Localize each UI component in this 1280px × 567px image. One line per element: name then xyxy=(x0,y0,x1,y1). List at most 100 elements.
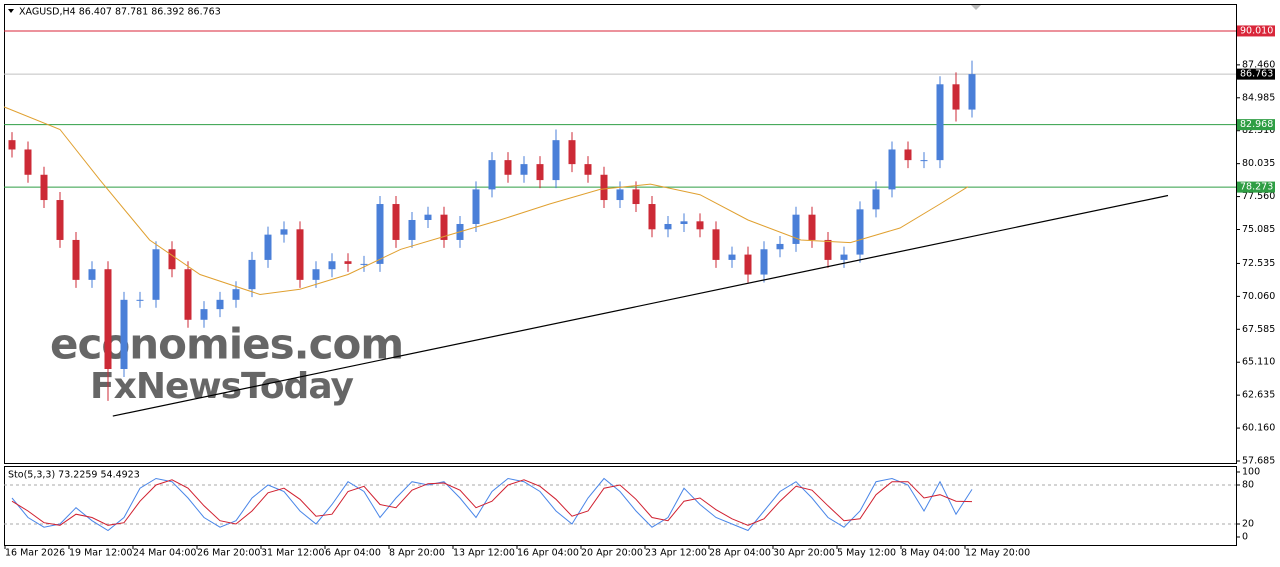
candle-body xyxy=(856,209,864,255)
candle-body xyxy=(936,84,944,161)
watermark-text: economies.com xyxy=(50,320,403,369)
candle-body xyxy=(376,204,384,264)
candle-body xyxy=(104,269,112,370)
x-tick-label: 20 Apr 20:00 xyxy=(581,548,643,559)
y-tick-label: 84.985 xyxy=(1242,92,1275,103)
x-tick-label: 16 Apr 04:00 xyxy=(517,548,579,559)
price-level-label: 86.763 xyxy=(1240,69,1273,80)
y-tick-label: 67.585 xyxy=(1242,324,1275,335)
symbol-header: XAGUSD,H4 86.407 87.781 86.392 86.763 xyxy=(19,7,221,18)
candle-body xyxy=(632,189,640,205)
candle-body xyxy=(344,261,352,264)
candle-body xyxy=(584,164,592,175)
x-tick-label: 16 Mar 2026 xyxy=(5,548,65,559)
candle-body xyxy=(88,269,96,280)
candle-body xyxy=(888,149,896,190)
candle-body xyxy=(616,189,624,201)
candle-body xyxy=(808,214,816,240)
x-tick-label: 5 May 12:00 xyxy=(837,548,896,559)
oscillator-panel-frame xyxy=(4,466,1237,546)
y-tick-label: 72.535 xyxy=(1242,258,1275,269)
candle-body xyxy=(264,234,272,260)
candle-body xyxy=(712,229,720,260)
candle-body xyxy=(360,263,368,265)
candle-body xyxy=(280,229,288,235)
candle-body xyxy=(40,174,48,201)
candle-body xyxy=(136,299,144,301)
price-level-box xyxy=(1237,181,1275,193)
x-tick-label: 23 Apr 12:00 xyxy=(645,548,707,559)
y-tick-label: 87.460 xyxy=(1242,59,1275,70)
candle-body xyxy=(488,160,496,190)
candle-body xyxy=(184,269,192,320)
x-tick-label: 12 May 20:00 xyxy=(965,548,1030,559)
x-tick-label: 26 Mar 20:00 xyxy=(197,548,260,559)
candle-body xyxy=(648,204,656,230)
candle-body xyxy=(536,164,544,181)
osc-tick-label: 80 xyxy=(1242,479,1254,490)
candle-body xyxy=(568,140,576,165)
candle-body xyxy=(744,254,752,275)
price-panel-frame xyxy=(4,4,1237,464)
candle-body xyxy=(168,249,176,270)
candle-body xyxy=(424,214,432,220)
x-tick-label: 8 Apr 20:00 xyxy=(389,548,445,559)
candle-body xyxy=(872,189,880,210)
y-tick-label: 77.560 xyxy=(1242,191,1275,202)
candle-body xyxy=(152,249,160,300)
candle-body xyxy=(408,219,416,240)
candle-body xyxy=(504,160,512,175)
x-tick-label: 19 Mar 12:00 xyxy=(69,548,132,559)
candle-body xyxy=(776,243,784,250)
price-level-box xyxy=(1237,68,1275,80)
x-tick-label: 28 Apr 04:00 xyxy=(709,548,771,559)
candle-body xyxy=(952,84,960,110)
candle-body xyxy=(600,174,608,201)
shift-marker xyxy=(971,5,981,10)
y-tick-label: 82.510 xyxy=(1242,125,1275,136)
candle-body xyxy=(696,221,704,230)
watermark-text: FxNewsToday xyxy=(90,366,354,407)
candle-body xyxy=(680,221,688,224)
x-tick-label: 24 Mar 04:00 xyxy=(133,548,196,559)
y-tick-label: 62.635 xyxy=(1242,390,1275,401)
candle-body xyxy=(840,254,848,260)
candle-body xyxy=(440,214,448,240)
candle-body xyxy=(824,239,832,260)
candle-body xyxy=(8,140,16,150)
candle-body xyxy=(472,189,480,224)
candle-body xyxy=(248,259,256,290)
osc-tick-label: 0 xyxy=(1242,532,1248,543)
candle-body xyxy=(296,229,304,280)
candle-body xyxy=(968,74,976,110)
candle-body xyxy=(728,254,736,260)
x-tick-label: 31 Mar 12:00 xyxy=(261,548,324,559)
oscillator-line xyxy=(11,479,973,526)
x-tick-label: 8 May 04:00 xyxy=(901,548,960,559)
menu-arrow[interactable] xyxy=(8,9,14,13)
candle-body xyxy=(520,164,528,175)
price-level-box xyxy=(1237,25,1275,37)
candle-body xyxy=(664,223,672,230)
y-tick-label: 65.110 xyxy=(1242,357,1275,368)
x-tick-label: 30 Apr 20:00 xyxy=(773,548,835,559)
candle-body xyxy=(760,249,768,275)
y-tick-label: 60.160 xyxy=(1242,423,1275,434)
candle-body xyxy=(72,239,80,280)
y-tick-label: 75.085 xyxy=(1242,224,1275,235)
oscillator-title: Sto(5,3,3) 73.2259 54.4923 xyxy=(8,470,140,481)
moving-average-line xyxy=(3,106,969,296)
price-level-label: 82.968 xyxy=(1240,119,1273,130)
candle-body xyxy=(232,289,240,300)
candle-body xyxy=(552,140,560,181)
candle-body xyxy=(216,299,224,310)
candle-body xyxy=(328,261,336,270)
candle-body xyxy=(24,149,32,175)
price-level-label: 90.010 xyxy=(1240,25,1273,36)
candle-body xyxy=(200,309,208,320)
price-level-label: 78.273 xyxy=(1240,182,1273,193)
y-tick-label: 70.060 xyxy=(1242,291,1275,302)
